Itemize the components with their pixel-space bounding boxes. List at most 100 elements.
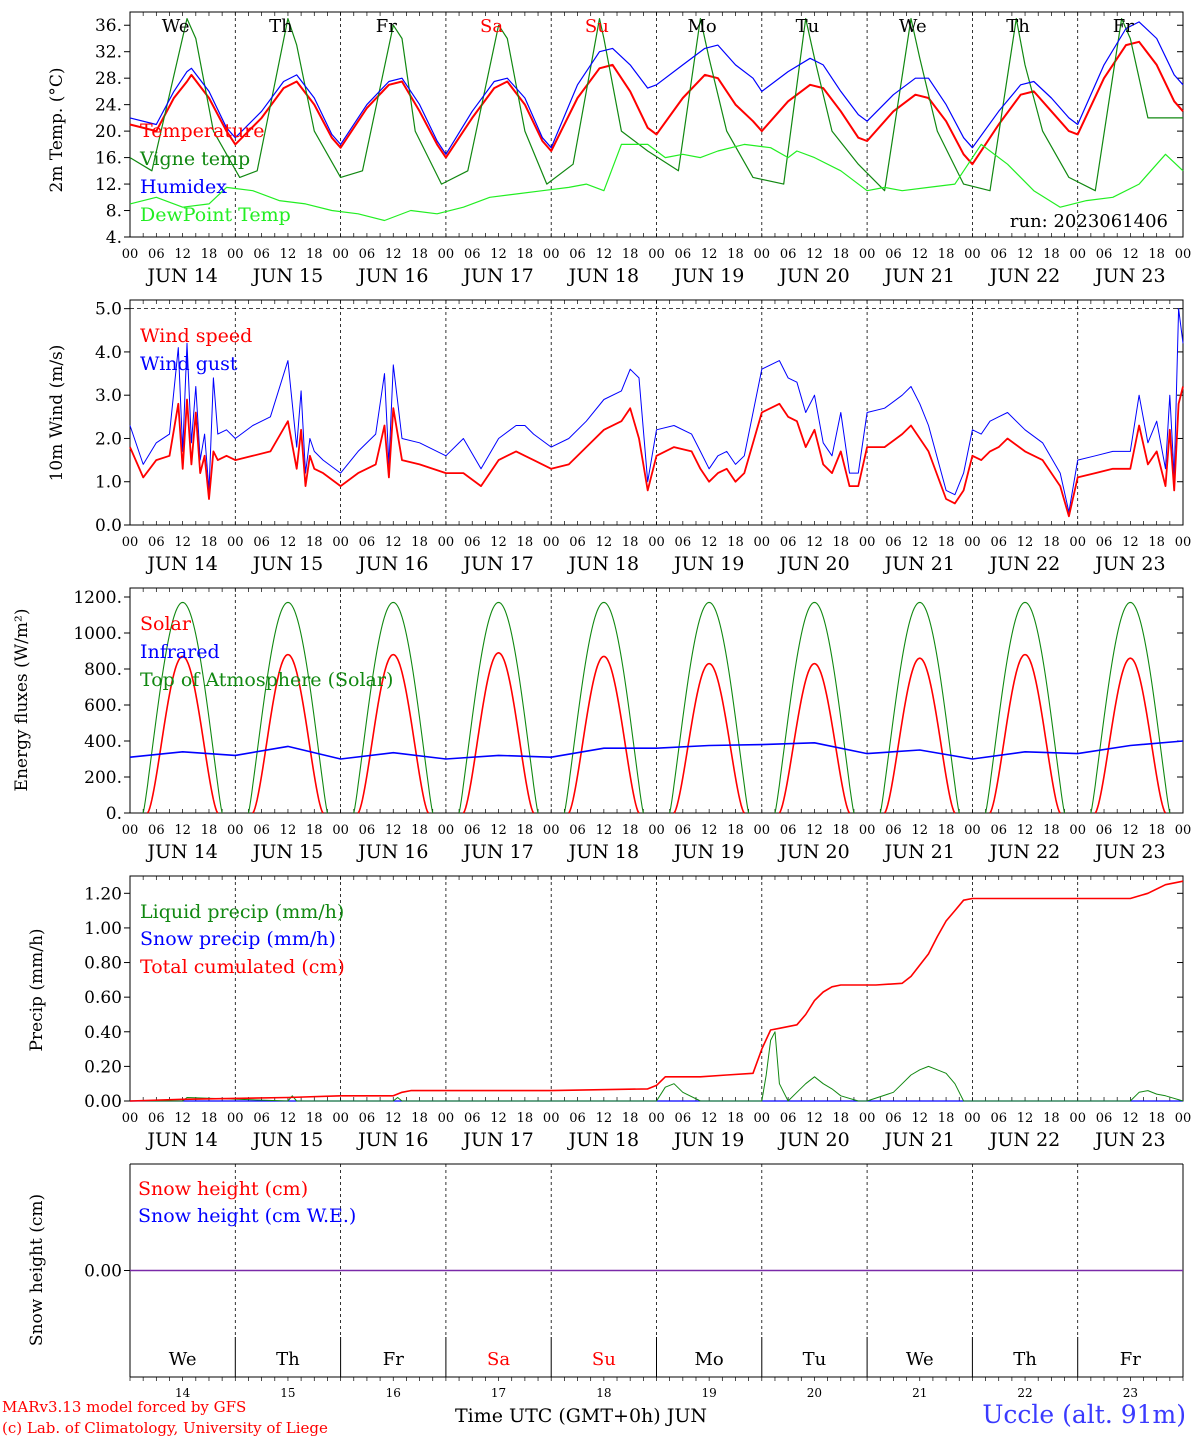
hour-tick-label: 06 [359, 535, 376, 550]
hour-tick-label: 06 [885, 1111, 902, 1126]
weekday-label: Fr [376, 16, 397, 37]
hour-tick-label: 00 [1175, 247, 1192, 262]
weekday-label: Fr [383, 1349, 404, 1370]
weekday-label: Th [269, 16, 293, 37]
hour-tick-label: 18 [622, 535, 639, 550]
hour-tick-label: 06 [148, 823, 165, 838]
hour-tick-label: 06 [148, 535, 165, 550]
hour-tick-label: 18 [1148, 535, 1165, 550]
date-label: JUN 22 [988, 1129, 1060, 1151]
hour-tick-label: 06 [990, 1111, 1007, 1126]
legend-entry: Infrared [140, 641, 220, 663]
hour-tick-label: 18 [306, 1111, 323, 1126]
weekday-label: Mo [688, 16, 717, 37]
weekday-label: Sa [480, 16, 503, 37]
hour-tick-label: 06 [780, 823, 797, 838]
date-label: JUN 17 [461, 841, 533, 863]
date-label: JUN 20 [777, 553, 849, 575]
hour-tick-label: 06 [148, 1111, 165, 1126]
y-axis-label: Snow height (cm) [27, 1194, 47, 1346]
hour-tick-label: 06 [253, 823, 270, 838]
hour-tick-label: 06 [1096, 823, 1113, 838]
hour-tick-label: 12 [385, 247, 402, 262]
weekday-label: Mo [695, 1349, 724, 1370]
date-label: JUN 14 [145, 265, 217, 287]
legend-entry: Wind gust [140, 353, 238, 375]
hour-tick-label: 18 [1043, 247, 1060, 262]
hour-tick-label: 18 [517, 1111, 534, 1126]
hour-tick-label: 06 [675, 823, 692, 838]
hour-tick-label: 06 [148, 247, 165, 262]
hour-tick-label: 00 [754, 823, 771, 838]
y-tick-label: 24. [95, 96, 122, 116]
day-number-label: 18 [596, 1386, 611, 1400]
weekday-label: We [899, 16, 927, 37]
y-tick-label: 400. [84, 732, 122, 752]
hour-tick-label: 12 [490, 1111, 507, 1126]
hour-tick-label: 00 [648, 823, 665, 838]
hour-tick-label: 18 [622, 1111, 639, 1126]
y-tick-label: 3.0 [95, 386, 122, 406]
hour-tick-label: 18 [201, 1111, 218, 1126]
day-number-label: 20 [807, 1386, 822, 1400]
hour-tick-label: 12 [490, 823, 507, 838]
hour-tick-label: 00 [1175, 1111, 1192, 1126]
hour-tick-label: 00 [859, 247, 876, 262]
y-tick-label: 12. [95, 175, 122, 195]
hour-tick-label: 00 [859, 1111, 876, 1126]
y-tick-label: 32. [95, 43, 122, 63]
hour-tick-label: 06 [569, 247, 586, 262]
series-total-cumulated-cm- [129, 880, 1184, 1102]
hour-tick-label: 18 [833, 823, 850, 838]
y-tick-label: 1.00 [84, 919, 122, 939]
hour-tick-label: 06 [780, 535, 797, 550]
hour-tick-label: 00 [964, 247, 981, 262]
y-tick-label: 28. [95, 69, 122, 89]
day-number-label: 17 [491, 1386, 506, 1400]
hour-tick-label: 00 [648, 247, 665, 262]
y-tick-label: 4. [106, 228, 122, 248]
hour-tick-label: 18 [411, 535, 428, 550]
date-label: JUN 17 [461, 1129, 533, 1151]
hour-tick-label: 06 [359, 1111, 376, 1126]
hour-tick-label: 06 [885, 823, 902, 838]
day-number-label: 16 [386, 1386, 401, 1400]
series-solar [462, 652, 535, 814]
legend-entry: Solar [140, 613, 192, 635]
legend-entry: Snow precip (mm/h) [140, 928, 336, 950]
hour-tick-label: 18 [1043, 535, 1060, 550]
hour-tick-label: 00 [332, 1111, 349, 1126]
hour-tick-label: 18 [727, 535, 744, 550]
day-number-label: 14 [175, 1386, 191, 1400]
series-top-of-atmosphere-solar [985, 601, 1066, 814]
hour-tick-label: 18 [727, 823, 744, 838]
legend-entry: Snow height (cm W.E.) [138, 1205, 356, 1227]
hour-tick-label: 18 [938, 1111, 955, 1126]
y-tick-label: 16. [95, 149, 122, 169]
hour-tick-label: 00 [122, 535, 139, 550]
hour-tick-label: 18 [833, 535, 850, 550]
hour-tick-label: 06 [1096, 535, 1113, 550]
hour-tick-label: 12 [385, 535, 402, 550]
model-credit-line1: MARv3.13 model forced by GFS [2, 1398, 247, 1416]
date-label: JUN 16 [356, 265, 428, 287]
hour-tick-label: 06 [464, 247, 481, 262]
legend-entry: Vigne temp [139, 148, 250, 170]
series-top-of-atmosphere-solar [669, 601, 750, 814]
day-number-label: 23 [1123, 1386, 1138, 1400]
y-tick-label: 1.0 [95, 473, 122, 493]
hour-tick-label: 18 [1148, 1111, 1165, 1126]
hour-tick-label: 18 [938, 535, 955, 550]
hour-tick-label: 06 [464, 535, 481, 550]
hour-tick-label: 00 [1069, 247, 1086, 262]
hour-tick-label: 18 [201, 247, 218, 262]
hour-tick-label: 06 [569, 1111, 586, 1126]
hour-tick-label: 00 [754, 535, 771, 550]
hour-tick-label: 06 [253, 1111, 270, 1126]
hour-tick-label: 18 [411, 823, 428, 838]
hour-tick-label: 06 [990, 247, 1007, 262]
date-label: JUN 16 [356, 841, 428, 863]
series-vigne-temp [129, 18, 1183, 192]
model-credit-line2: (c) Lab. of Climatology, University of L… [2, 1419, 328, 1437]
series-solar [673, 662, 745, 814]
